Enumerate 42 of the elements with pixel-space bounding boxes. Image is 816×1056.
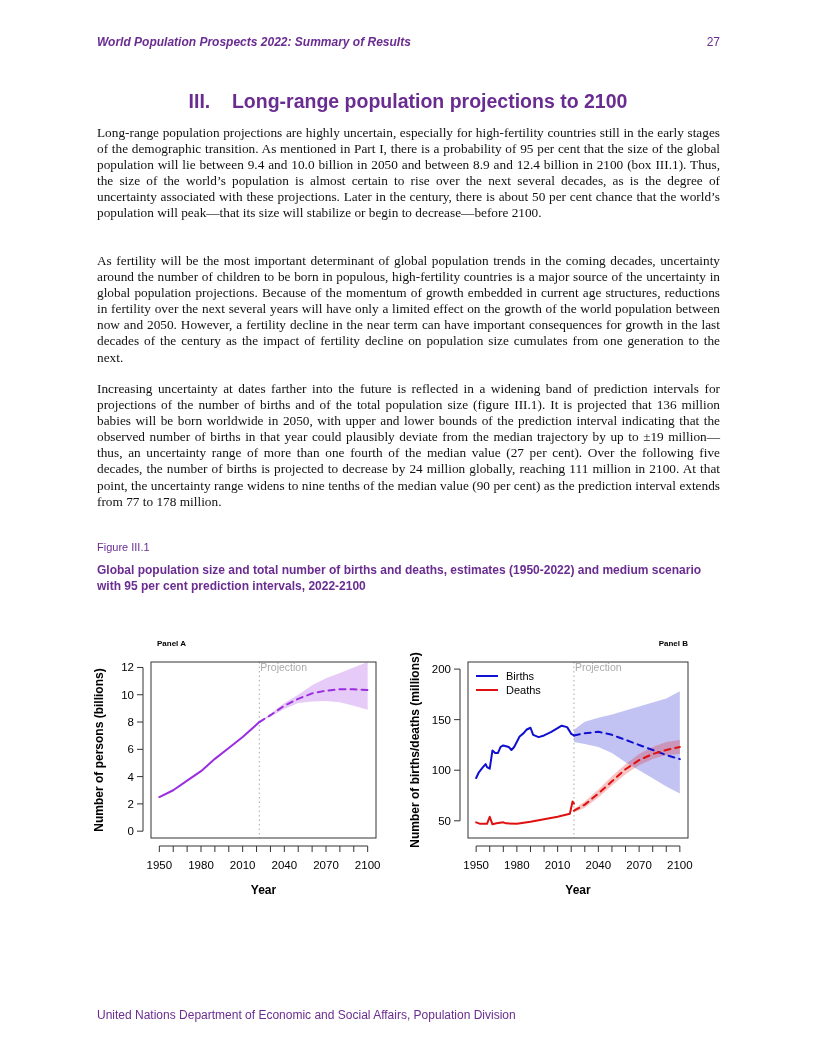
x-tick-label: 1980 xyxy=(504,859,530,871)
y-tick-label: 12 xyxy=(121,661,134,674)
y-tick-label: 8 xyxy=(127,716,134,729)
text: Long-range population projections are highly uncertain, especially for high-fertility countries still in the early stages of the demographic transition. As mentioned in Part I, there is a probability of 95 per cent that the size of the global population will lie between 9.4 and 10.0 billion in 2050 and between 8.9 and 12.4 billion in 2100 (box III.1). Thus, the size of the world’s population is almost certain to rise over the next several decades, as is the degree of uncertainty associated with these projections. Later in the century, there is about 50 per cent chance that the world’s population will peak—that its size will stabilize or begin to decrease—before 2100. xyxy=(97,125,720,222)
x-tick-label: 2100 xyxy=(667,859,693,871)
y-axis-title: Number of persons (billions) xyxy=(92,668,106,832)
x-axis-title: Year xyxy=(565,883,592,897)
y-tick-label: 200 xyxy=(431,663,451,676)
ref-line-label: Projection xyxy=(574,661,622,673)
x-tick-label: 2070 xyxy=(626,859,652,871)
chart-subtitle: Panel B xyxy=(658,639,689,648)
text: Figure III.1 xyxy=(97,541,150,553)
chart-subtitle: Panel A xyxy=(157,639,187,648)
y-tick-label: 2 xyxy=(127,797,134,810)
x-tick-label: 2100 xyxy=(354,859,381,871)
x-tick-label: 1980 xyxy=(188,859,214,871)
text: 27 xyxy=(705,35,720,49)
x-tick-label: 2040 xyxy=(271,859,298,871)
x-tick-label: 2040 xyxy=(585,859,612,871)
y-tick-label: 100 xyxy=(431,764,451,777)
x-tick-label: 2010 xyxy=(229,859,256,871)
y-tick-label: 6 xyxy=(127,743,134,756)
x-tick-label: 2070 xyxy=(313,859,339,871)
y-tick-label: 4 xyxy=(127,770,135,783)
text: As fertility will be the most important determinant of global population trends in the coming decades, uncertainty around the number of children to be born in populous, high-fertility countries is a major source of the uncertainty in global population projections. Because of the momentum of growth embedded in current age structures, reductions in fertility over the next several years will have only a limited effect on the growth of the world population between now and 2050. However, a fertility decline in the near term can have important consequences for growth in the last decades of the century as the impact of fertility decline on population size cumulates from one generation to the next. xyxy=(97,253,720,366)
y-tick-label: 10 xyxy=(121,688,134,701)
chart-title: Global population size and total number of births and deaths, estimates (1950-2022) and medium scenario with 95 per cent prediction intervals, 2022-2100 xyxy=(97,562,703,594)
text: III. Long-range population projections to 2100 xyxy=(187,90,629,113)
y-axis-title: Number of births/deaths (millions) xyxy=(408,652,422,848)
x-tick-label: 1950 xyxy=(146,859,173,871)
ref-line-label: Projection xyxy=(260,661,308,673)
text: Increasing uncertainty at dates farther into the future is reflected in a widening band of prediction intervals for projections of the number of births and of the total population size (figure III.1). It is projected that 136 million babies will be born worldwide in 2050, with upper and lower bounds of the prediction interval indicating that the observed number of births in that year could plausibly deviate from the median trajectory by up to ±19 million—thus, an uncertainty range of more than one fourth of the median value (27 per cent). Over the following five decades, the number of births is projected to decrease by 24 million globally, reaching 111 million in 2100. At that point, the uncertainty range widens to nine tenths of the median value (90 per cent) as the prediction interval extends from 77 to 178 million. xyxy=(97,381,720,510)
x-tick-label: 2010 xyxy=(544,859,571,871)
text: United Nations Department of Economic and Social Affairs, Population Division xyxy=(97,1008,516,1022)
y-tick-label: 0 xyxy=(127,825,134,838)
legend-label: Births xyxy=(506,670,535,682)
x-axis-title: Year xyxy=(250,883,277,897)
legend-label: Deaths xyxy=(506,684,542,696)
y-tick-label: 150 xyxy=(431,713,451,726)
y-tick-label: 50 xyxy=(438,814,451,827)
text: World Population Prospects 2022: Summary of Results xyxy=(97,35,411,49)
x-tick-label: 1950 xyxy=(463,859,489,871)
